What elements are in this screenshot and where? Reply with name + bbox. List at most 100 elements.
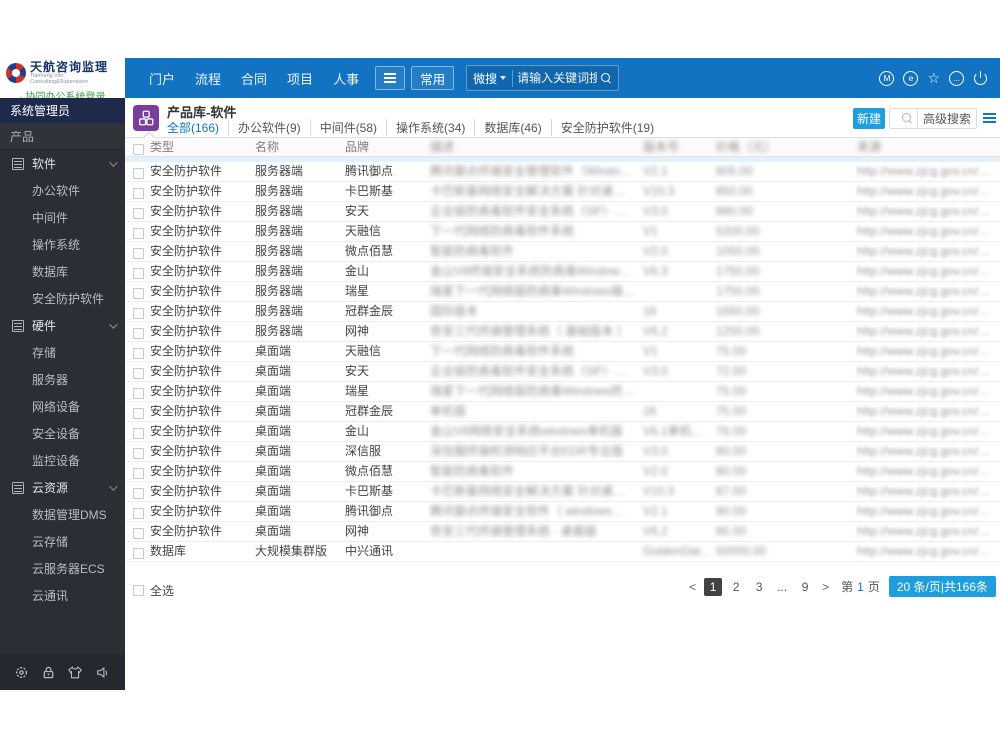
sidebar-menu-item[interactable]: 软件 (0, 150, 125, 177)
sidebar-menu-item[interactable]: 存储 (32, 346, 57, 360)
nav-item[interactable]: 合同 (241, 71, 268, 87)
table-row[interactable]: 安全防护软件 桌面端 微点佰慧 智能防病毒软件 V2.0 80.00 http:… (125, 462, 1000, 482)
sidebar-menu-item[interactable]: 监控设备 (32, 454, 81, 468)
row-checkbox[interactable] (133, 168, 144, 179)
col-name[interactable]: 名称 (255, 140, 280, 154)
search-icon[interactable] (901, 113, 913, 124)
row-checkbox[interactable] (133, 248, 144, 259)
page-number-button[interactable]: 3 (755, 579, 763, 594)
row-checkbox[interactable] (133, 188, 144, 199)
table-row[interactable]: 安全防护软件 服务器端 卡巴斯基 卡巴斯基网络安全解决方案 针对桌面和文件 日常… (125, 182, 1000, 202)
nav-item[interactable]: 项目 (287, 71, 314, 87)
row-checkbox[interactable] (133, 208, 144, 219)
col-brand[interactable]: 品牌 (345, 140, 370, 154)
table-row[interactable]: 数据库 大规模集群版 中兴通讯 GoldenData s… 50000.00 h… (125, 542, 1000, 562)
list-view-toggle-icon[interactable] (983, 111, 996, 125)
table-row[interactable]: 安全防护软件 服务器端 金山 金山V8终端安全系统防病毒Windows企业版本 … (125, 262, 1000, 282)
table-row[interactable]: 安全防护软件 桌面端 天融信 下一代网络防病毒软件系统 V1 75.00 htt… (125, 342, 1000, 362)
sidebar-menu-item[interactable]: 服务器 (32, 373, 69, 387)
sidebar-menu-item[interactable]: 操作系统 (32, 238, 81, 252)
table-row[interactable]: 安全防护软件 服务器端 腾讯御点 腾讯御点终端安全管理软件（Windows版） … (125, 162, 1000, 182)
table-row[interactable]: 安全防护软件 服务器端 天融信 下一代网络防病毒软件系统 V1 5200.00 … (125, 222, 1000, 242)
table-row[interactable]: 安全防护软件 桌面端 深信服 深信服终端检测响应平台EDR专业版 V3.0 80… (125, 442, 1000, 462)
row-checkbox[interactable] (133, 548, 144, 559)
table-row[interactable]: 安全防护软件 服务器端 微点佰慧 智能防病毒软件 V2.0 1050.00 ht… (125, 242, 1000, 262)
category-tab[interactable]: 全部(166) (167, 120, 220, 135)
page-number-button[interactable]: 2 (732, 579, 740, 594)
sidebar-menu-item[interactable]: 办公软件 (32, 184, 81, 198)
search-icon[interactable] (601, 72, 612, 84)
nav-item[interactable]: 门户 (149, 71, 176, 87)
lock-icon[interactable] (41, 665, 56, 680)
col-price-blurred[interactable]: 价格（元） (716, 140, 777, 154)
row-checkbox[interactable] (133, 348, 144, 359)
col-version-blurred[interactable]: 版本号 (643, 140, 680, 154)
oa-login-link[interactable]: · 协同办公系统登录 (6, 88, 119, 103)
category-tab[interactable]: 办公软件(9) (228, 118, 310, 136)
table-row[interactable]: 安全防护软件 服务器端 冠群金辰 国际版本 16 1650.00 http://… (125, 302, 1000, 322)
row-checkbox[interactable] (133, 508, 144, 519)
col-source-blurred[interactable]: 来源 (857, 140, 882, 154)
table-row[interactable]: 安全防护软件 桌面端 腾讯御点 腾讯御点终端安全软件（ windows版 ）V2… (125, 502, 1000, 522)
col-description-blurred[interactable]: 描述 (430, 140, 455, 154)
category-tab[interactable]: 操作系统(34) (386, 118, 474, 136)
current-page-number[interactable]: 1 (857, 579, 864, 594)
table-row[interactable]: 安全防护软件 桌面端 安天 企业级防病毒软件安全系统（SP）· 终端版安装 V3… (125, 362, 1000, 382)
sidebar-menu-item[interactable]: 云服务器ECS (32, 562, 105, 576)
table-row[interactable]: 安全防护软件 桌面端 冠群金辰 单机版 16 75.00 http://www.… (125, 402, 1000, 422)
table-row[interactable]: 安全防护软件 服务器端 安天 企业级防病毒软件安全系统（SP）· 终端版安装 V… (125, 202, 1000, 222)
sidebar-menu-item[interactable]: 云存储 (32, 535, 69, 549)
select-all-header-checkbox[interactable] (133, 144, 144, 155)
sidebar-menu-item[interactable]: 硬件 (0, 312, 125, 339)
sidebar-menu-item[interactable]: 中间件 (32, 211, 69, 225)
row-checkbox[interactable] (133, 328, 144, 339)
prev-page-button[interactable]: < (689, 579, 697, 594)
sidebar-menu-item[interactable]: 网络设备 (32, 400, 81, 414)
sidebar-menu-item[interactable]: 云资源 (0, 474, 125, 501)
row-checkbox[interactable] (133, 228, 144, 239)
row-checkbox[interactable] (133, 488, 144, 499)
table-row[interactable]: 安全防护软件 桌面端 网神 奇安三代终端管理系统 · 桌面版 V6.2 85.0… (125, 522, 1000, 542)
search-scope-dropdown[interactable]: 微搜 (473, 69, 514, 87)
sidebar-menu-item[interactable]: 数据管理DMS (32, 508, 107, 522)
sidebar-menu-item[interactable]: 安全防护软件 (32, 292, 105, 306)
category-tab[interactable]: 数据库(46) (474, 118, 550, 136)
row-checkbox[interactable] (133, 288, 144, 299)
mail-icon[interactable]: e (903, 70, 919, 86)
col-type[interactable]: 类型 (150, 140, 175, 154)
next-page-button[interactable]: > (822, 579, 830, 594)
table-row[interactable]: 安全防护软件 服务器端 网神 奇安三代终端管理系统（ 基础版本 ） V6.2 1… (125, 322, 1000, 342)
sidebar-menu-item[interactable]: 安全设备 (32, 427, 81, 441)
table-row[interactable]: 安全防护软件 服务器端 瑞星 瑞星下一代网络版防病毒Windows端 · 企业版… (125, 282, 1000, 302)
row-checkbox[interactable] (133, 528, 144, 539)
nav-item[interactable]: 流程 (195, 71, 222, 87)
theme-shirt-icon[interactable] (67, 665, 83, 680)
table-row[interactable]: 安全防护软件 桌面端 金山 金山V8网络安全系统windows单机版 V6.1单… (125, 422, 1000, 442)
sidebar-root-category[interactable]: 产品 (0, 123, 125, 150)
page-number-button[interactable]: 9 (801, 579, 809, 594)
nav-item-favorites[interactable]: 常用 (411, 66, 455, 90)
row-checkbox[interactable] (133, 468, 144, 479)
row-checkbox[interactable] (133, 368, 144, 379)
sidebar-menu-item[interactable]: 数据库 (32, 265, 69, 279)
row-checkbox[interactable] (133, 428, 144, 439)
row-checkbox[interactable] (133, 408, 144, 419)
row-checkbox[interactable] (133, 388, 144, 399)
page-size-selector[interactable]: 20 条/页|共166条 (888, 576, 996, 597)
select-all-checkbox[interactable] (133, 585, 144, 596)
more-options-icon[interactable]: ... (949, 70, 964, 86)
category-tab[interactable]: 安全防护软件(19) (550, 118, 663, 136)
nav-item[interactable]: 人事 (333, 71, 360, 87)
new-button[interactable]: 新建 (853, 108, 885, 129)
sidebar-menu-item[interactable]: 云通讯 (32, 589, 69, 603)
nav-menu-toggle[interactable] (375, 66, 406, 90)
favorite-star-icon[interactable]: ☆ (927, 70, 940, 86)
advanced-search-link[interactable]: 高级搜索 (916, 108, 976, 129)
row-checkbox[interactable] (133, 308, 144, 319)
table-row[interactable]: 安全防护软件 桌面端 瑞星 瑞星下一代网络版防病毒Windows终端管理版 75… (125, 382, 1000, 402)
settings-gear-icon[interactable] (14, 665, 29, 680)
sound-speaker-icon[interactable] (95, 665, 111, 680)
row-checkbox[interactable] (133, 268, 144, 279)
page-number-button[interactable]: 1 (704, 577, 723, 596)
category-tab[interactable]: 中间件(58) (309, 118, 386, 136)
